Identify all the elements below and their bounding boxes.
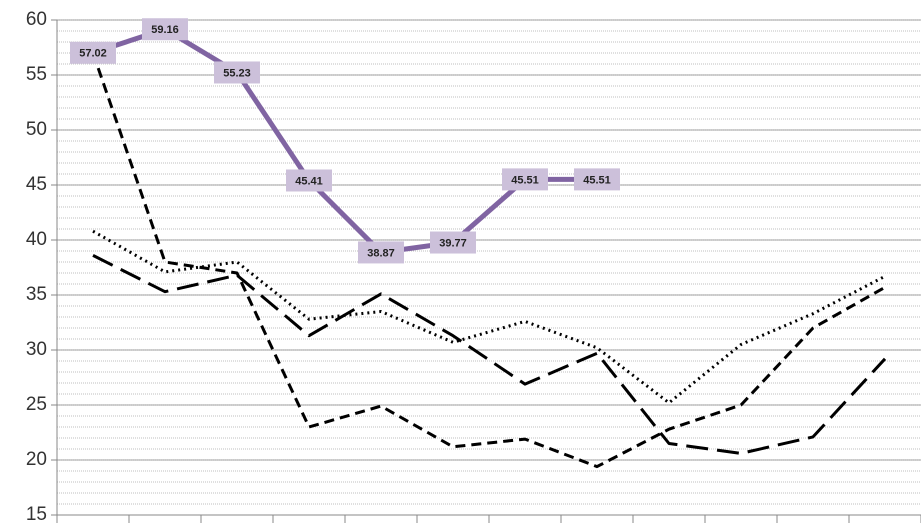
y-tick-label: 20 [26, 449, 47, 470]
y-tick-label: 45 [26, 174, 47, 195]
data-label: 55.23 [223, 67, 251, 79]
data-label-box [502, 168, 548, 191]
data-label: 39.77 [439, 237, 467, 249]
data-label-box [574, 168, 620, 191]
y-tick-label: 50 [26, 119, 47, 140]
data-label: 38.87 [367, 247, 395, 259]
y-tick-label: 35 [26, 284, 47, 305]
series-line [92, 254, 887, 455]
y-tick-label: 55 [26, 64, 47, 85]
data-label: 57.02 [79, 48, 107, 60]
data-label-box [142, 18, 188, 41]
y-tick-label: 25 [26, 394, 47, 415]
y-tick-label: 15 [26, 504, 47, 525]
data-label-box [286, 169, 332, 192]
data-label-box [358, 241, 404, 264]
data-label-box [214, 61, 260, 84]
y-tick-label: 60 [26, 9, 47, 30]
data-label: 45.51 [511, 174, 539, 186]
series-line [91, 52, 886, 469]
data-label: 59.16 [151, 24, 179, 36]
data-label: 45.41 [295, 175, 323, 187]
data-label-box [430, 231, 476, 254]
data-label-box [70, 41, 116, 64]
data-label: 45.51 [583, 174, 611, 186]
y-tick-label: 30 [26, 339, 47, 360]
y-tick-label: 40 [26, 229, 47, 250]
